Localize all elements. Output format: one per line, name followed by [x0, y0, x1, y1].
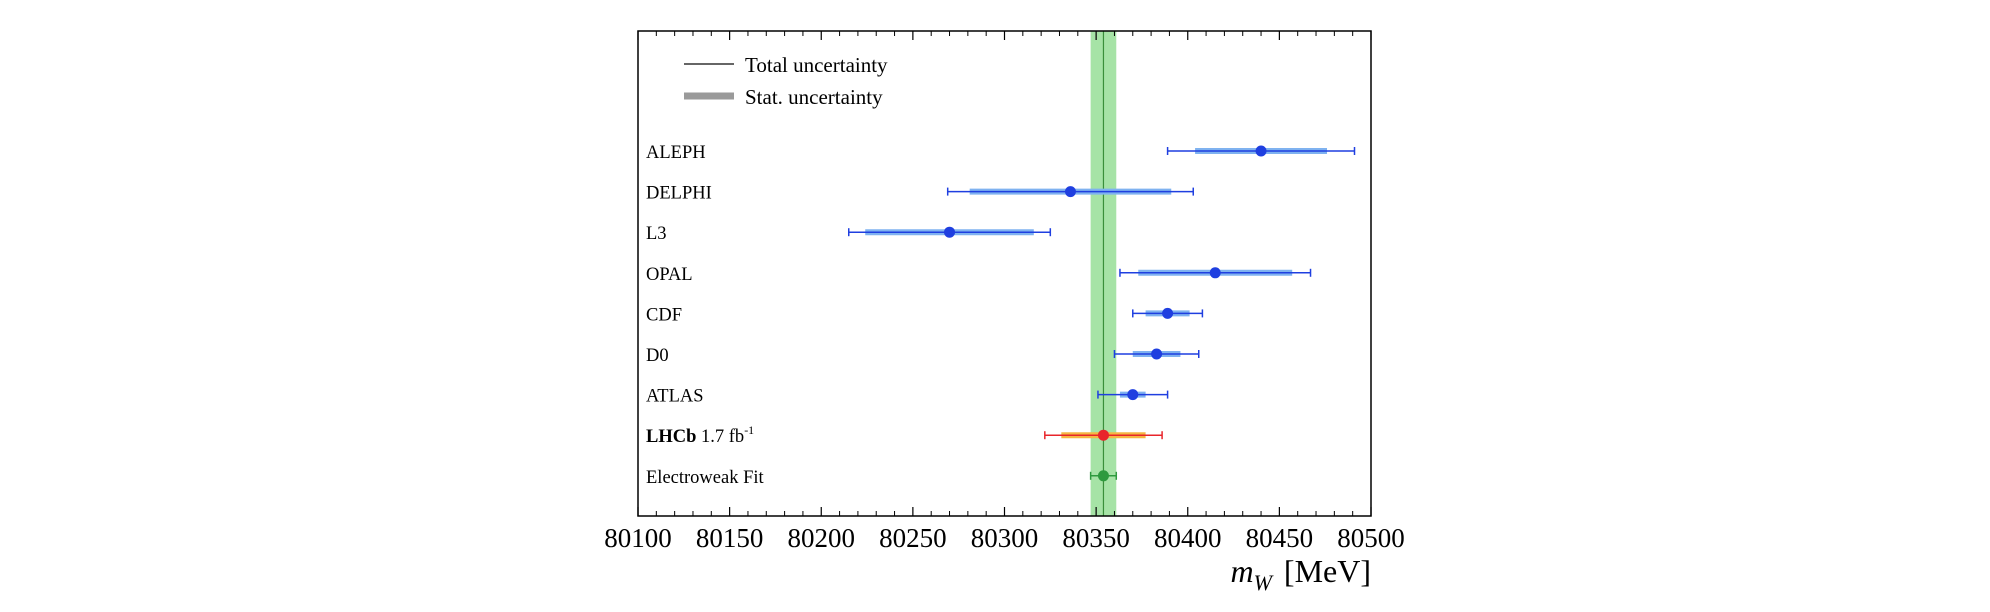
central-value-marker	[1209, 267, 1221, 279]
measurement-4	[1132, 307, 1204, 319]
central-value-marker	[1064, 186, 1076, 198]
legend-total-label: Total uncertainty	[745, 53, 888, 77]
measurement-bars-layer	[847, 145, 1356, 482]
measurement-2	[847, 226, 1052, 238]
legend-stat-label: Stat. uncertainty	[745, 85, 883, 109]
measurement-0	[1166, 145, 1356, 157]
x-axis-unit: [MeV]	[1284, 553, 1371, 589]
central-value-marker	[1162, 307, 1174, 319]
x-tick-label: 80300	[971, 523, 1039, 553]
x-ticks-layer: 80100 80150 80200 80250 80300 80350 80400 80450…	[604, 31, 1405, 553]
x-axis-var: m	[1230, 553, 1253, 589]
central-value-marker	[1127, 389, 1139, 401]
ewfit-band-layer	[1090, 31, 1117, 516]
x-tick-label: 80250	[879, 523, 947, 553]
label-rest: 1.7 fb	[696, 427, 744, 447]
x-axis-title: mW [MeV]	[1230, 553, 1371, 595]
measurement-5	[1113, 348, 1200, 360]
central-value-marker	[944, 226, 956, 238]
x-tick-label: 80200	[788, 523, 856, 553]
x-axis-sub: W	[1254, 570, 1274, 595]
legend: Total uncertainty Stat. uncertainty	[684, 53, 888, 109]
x-tick-label: 80100	[604, 523, 672, 553]
measurement-label: Electroweak Fit	[646, 468, 764, 488]
central-value-marker	[1097, 429, 1109, 441]
x-tick-label: 80400	[1154, 523, 1222, 553]
measurement-labels-layer: ALEPH DELPHI L3 OPAL CDF D0 ATLAS LHCb 1.7 fb-1…	[646, 143, 764, 488]
measurement-label: LHCb 1.7 fb-1	[646, 423, 754, 447]
measurement-8	[1089, 470, 1118, 482]
label-sup: -1	[744, 423, 754, 437]
central-value-marker	[1255, 145, 1267, 157]
central-value-marker	[1151, 348, 1163, 360]
measurement-7	[1044, 429, 1163, 441]
label-bold: LHCb	[646, 427, 696, 447]
measurement-6	[1097, 389, 1169, 401]
measurement-label: OPAL	[646, 265, 693, 285]
x-tick-label: 80450	[1246, 523, 1314, 553]
x-tick-label: 80150	[696, 523, 764, 553]
central-value-marker	[1097, 470, 1109, 482]
x-tick-label: 80350	[1062, 523, 1130, 553]
measurement-1	[946, 186, 1194, 198]
measurement-label: DELPHI	[646, 184, 712, 204]
measurement-label: ALEPH	[646, 143, 706, 163]
measurement-3	[1119, 267, 1312, 279]
measurement-label: L3	[646, 224, 667, 244]
measurement-label: CDF	[646, 305, 682, 325]
measurement-label: ATLAS	[646, 387, 704, 407]
measurement-label: D0	[646, 346, 669, 366]
x-tick-label: 80500	[1337, 523, 1405, 553]
